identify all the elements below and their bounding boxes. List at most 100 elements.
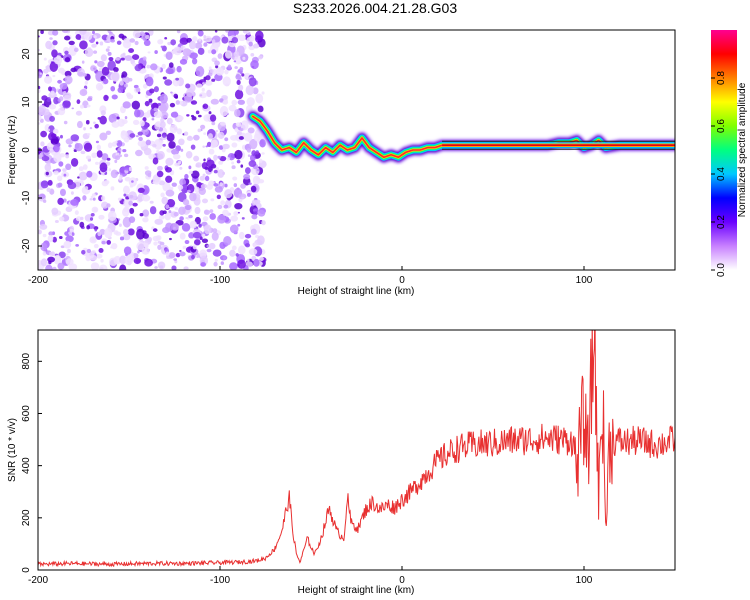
noise-blob bbox=[157, 244, 162, 250]
noise-blob bbox=[99, 162, 108, 173]
spectrogram-y-tick-label: 20 bbox=[21, 48, 32, 60]
noise-blob bbox=[237, 245, 246, 255]
noise-blob bbox=[261, 220, 266, 226]
noise-blob bbox=[64, 75, 73, 85]
noise-blob bbox=[168, 62, 174, 68]
noise-blob bbox=[95, 140, 99, 144]
colorbar-label: Normalized spectral amplitude bbox=[737, 82, 748, 217]
noise-blob bbox=[91, 43, 97, 48]
noise-blob bbox=[156, 133, 162, 138]
noise-blob bbox=[228, 104, 237, 112]
noise-blob bbox=[165, 222, 174, 232]
noise-blob bbox=[197, 128, 202, 133]
noise-blob bbox=[47, 234, 54, 243]
noise-blob bbox=[154, 218, 164, 225]
noise-blob bbox=[110, 38, 115, 43]
noise-blob bbox=[175, 100, 180, 105]
noise-blob bbox=[98, 264, 108, 270]
noise-blob bbox=[250, 228, 257, 235]
noise-blob bbox=[62, 100, 71, 109]
noise-blob bbox=[97, 231, 102, 237]
noise-blob bbox=[206, 89, 212, 98]
noise-blob bbox=[52, 30, 59, 36]
noise-blob bbox=[201, 87, 205, 92]
noise-blob bbox=[57, 197, 64, 206]
noise-blob bbox=[122, 234, 131, 241]
noise-blob bbox=[40, 258, 48, 267]
noise-blob bbox=[212, 249, 222, 257]
noise-blob bbox=[166, 255, 170, 259]
noise-blob bbox=[175, 252, 181, 258]
noise-blob bbox=[211, 39, 216, 43]
spectrogram-ridge bbox=[245, 102, 675, 227]
snr-x-label: Height of straight line (km) bbox=[298, 585, 415, 596]
noise-blob bbox=[209, 114, 217, 122]
noise-blob bbox=[93, 67, 96, 70]
noise-blob bbox=[185, 83, 191, 89]
noise-blob bbox=[49, 37, 53, 40]
noise-blob bbox=[107, 46, 111, 49]
noise-blob bbox=[224, 189, 233, 199]
noise-blob bbox=[157, 39, 164, 45]
noise-blob bbox=[168, 210, 172, 214]
noise-blob bbox=[76, 120, 83, 129]
noise-blob bbox=[154, 266, 158, 269]
noise-blob bbox=[98, 214, 105, 220]
noise-blob bbox=[135, 87, 141, 93]
noise-blob bbox=[53, 96, 59, 105]
noise-blob bbox=[252, 242, 257, 248]
noise-blob bbox=[222, 209, 229, 217]
noise-blob bbox=[173, 258, 178, 261]
noise-blob bbox=[209, 69, 214, 73]
noise-blob bbox=[170, 39, 177, 46]
noise-blob bbox=[137, 140, 147, 147]
noise-blob bbox=[129, 133, 136, 138]
noise-blob bbox=[224, 137, 229, 142]
noise-blob bbox=[170, 91, 173, 94]
noise-blob bbox=[57, 79, 62, 84]
noise-blob bbox=[145, 76, 154, 87]
noise-blob bbox=[211, 121, 216, 126]
noise-blob bbox=[118, 177, 122, 181]
noise-blob bbox=[80, 150, 86, 155]
noise-blob bbox=[119, 236, 125, 241]
noise-blob bbox=[123, 83, 129, 88]
chart-title: S233.2026.004.21.28.G03 bbox=[293, 0, 457, 16]
noise-blob bbox=[191, 57, 198, 65]
noise-blob bbox=[181, 223, 191, 232]
noise-blob bbox=[90, 262, 100, 270]
noise-blob bbox=[190, 114, 195, 118]
noise-blob bbox=[98, 248, 104, 253]
noise-blob bbox=[257, 235, 265, 246]
noise-blob bbox=[52, 40, 58, 46]
noise-blob bbox=[180, 148, 184, 152]
noise-blob bbox=[149, 200, 154, 204]
noise-blob bbox=[215, 129, 219, 132]
snr-series-line bbox=[38, 330, 675, 568]
noise-blob bbox=[111, 242, 118, 250]
noise-blob bbox=[105, 130, 112, 135]
noise-blob bbox=[106, 203, 111, 208]
noise-blob bbox=[120, 130, 128, 140]
noise-blob bbox=[121, 71, 128, 78]
noise-blob bbox=[173, 211, 179, 217]
noise-blob bbox=[175, 77, 180, 81]
noise-blob bbox=[82, 164, 88, 170]
noise-blob bbox=[183, 266, 189, 270]
spectrogram-y-tick-label: -20 bbox=[21, 238, 32, 253]
noise-blob bbox=[242, 56, 246, 61]
noise-blob bbox=[132, 202, 138, 207]
noise-blob bbox=[213, 154, 218, 161]
noise-blob bbox=[57, 107, 66, 116]
noise-blob bbox=[210, 198, 215, 202]
noise-blob bbox=[96, 144, 102, 151]
noise-blob bbox=[93, 226, 99, 230]
noise-blob bbox=[65, 235, 74, 243]
noise-blob bbox=[168, 141, 176, 149]
noise-blob bbox=[47, 162, 51, 167]
noise-blob bbox=[165, 175, 173, 183]
noise-blob bbox=[151, 118, 155, 121]
noise-blob bbox=[66, 248, 71, 254]
noise-blob bbox=[50, 138, 59, 145]
